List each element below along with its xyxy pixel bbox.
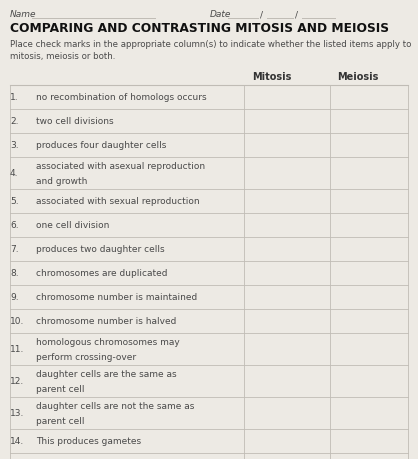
Text: one cell division: one cell division	[36, 221, 110, 230]
Text: /: /	[260, 10, 263, 19]
Text: parent cell: parent cell	[36, 416, 84, 425]
Text: 10.: 10.	[10, 317, 24, 326]
Text: 12.: 12.	[10, 377, 24, 386]
Text: 3.: 3.	[10, 141, 19, 150]
Text: 2.: 2.	[10, 117, 18, 126]
Text: produces four daughter cells: produces four daughter cells	[36, 141, 166, 150]
Text: 7.: 7.	[10, 245, 19, 254]
Text: Meiosis: Meiosis	[337, 72, 379, 82]
Text: Mitosis: Mitosis	[252, 72, 292, 82]
Text: chromosome number is halved: chromosome number is halved	[36, 317, 176, 326]
Text: 11.: 11.	[10, 345, 24, 354]
Text: associated with sexual reproduction: associated with sexual reproduction	[36, 197, 200, 206]
Text: daughter cells are the same as: daughter cells are the same as	[36, 369, 177, 379]
Text: Place check marks in the appropriate column(s) to indicate whether the listed it: Place check marks in the appropriate col…	[10, 40, 411, 62]
Text: chromosomes are duplicated: chromosomes are duplicated	[36, 269, 168, 278]
Text: 9.: 9.	[10, 293, 19, 302]
Text: two cell divisions: two cell divisions	[36, 117, 114, 126]
Text: 8.: 8.	[10, 269, 19, 278]
Text: 4.: 4.	[10, 169, 18, 178]
Text: daughter cells are not the same as: daughter cells are not the same as	[36, 402, 194, 410]
Text: chromosome number is maintained: chromosome number is maintained	[36, 293, 197, 302]
Text: Date: Date	[210, 10, 232, 19]
Text: parent cell: parent cell	[36, 384, 84, 393]
Text: produces two daughter cells: produces two daughter cells	[36, 245, 165, 254]
Text: 1.: 1.	[10, 93, 19, 102]
Text: 14.: 14.	[10, 437, 24, 446]
Text: homologous chromosomes may: homologous chromosomes may	[36, 338, 180, 347]
Text: 5.: 5.	[10, 197, 19, 206]
Text: and growth: and growth	[36, 176, 87, 185]
Text: no recombination of homologs occurs: no recombination of homologs occurs	[36, 93, 206, 102]
Text: 13.: 13.	[10, 409, 24, 418]
Text: perform crossing-over: perform crossing-over	[36, 352, 136, 361]
Text: associated with asexual reproduction: associated with asexual reproduction	[36, 162, 205, 171]
Text: 6.: 6.	[10, 221, 19, 230]
Text: Name: Name	[10, 10, 36, 19]
Text: /: /	[295, 10, 298, 19]
Text: COMPARING AND CONTRASTING MITOSIS AND MEIOSIS: COMPARING AND CONTRASTING MITOSIS AND ME…	[10, 22, 389, 35]
Text: This produces gametes: This produces gametes	[36, 437, 141, 446]
